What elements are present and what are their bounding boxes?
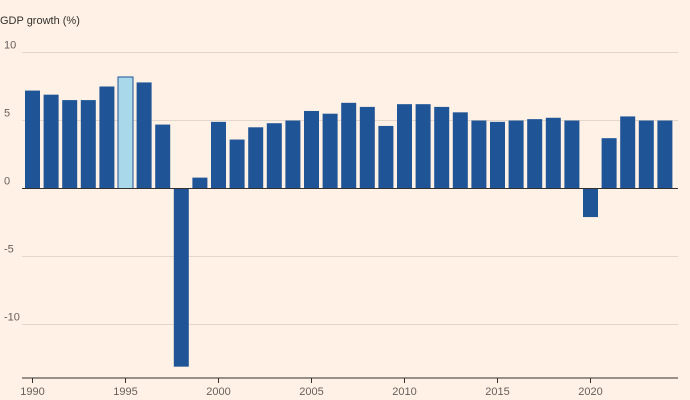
x-axis: 1990 1995 2000 2005 2010 2015 2020: [20, 377, 678, 398]
y-tick-label-5: 5: [4, 108, 10, 120]
y-tick-label--10: -10: [4, 312, 20, 324]
bar-1997: [155, 124, 171, 189]
bar-2007: [341, 102, 357, 189]
y-axis-title: GDP growth (%): [0, 15, 80, 27]
x-tick-label-2020: 2020: [578, 386, 602, 398]
bar-2002: [248, 127, 264, 189]
bar-2009: [378, 125, 394, 189]
bar-2023: [638, 120, 654, 189]
bar-1991: [43, 94, 59, 189]
bar-1996: [136, 82, 152, 189]
bar-2008: [359, 106, 375, 189]
bar-1999: [192, 177, 208, 189]
bar-1992: [62, 100, 78, 189]
bar-2021: [601, 138, 617, 189]
bar-2006: [322, 113, 338, 189]
x-tick-label-1995: 1995: [113, 386, 137, 398]
bar-1998: [173, 188, 189, 367]
bar-2001: [229, 139, 245, 189]
bar-2013: [452, 112, 468, 189]
bar-2005: [304, 110, 319, 189]
y-tick-label-0: 0: [4, 176, 10, 188]
x-tick-label-2015: 2015: [485, 386, 509, 398]
x-tick-label-2000: 2000: [206, 386, 230, 398]
bar-1995: [117, 76, 134, 189]
bar-2016: [508, 120, 524, 189]
bar-2019: [564, 120, 580, 189]
bar-2024: [657, 120, 673, 189]
bar-2014: [471, 120, 487, 189]
bar-2011: [415, 104, 431, 189]
bars: [25, 76, 673, 367]
bar-2010: [397, 104, 412, 189]
bar-2022: [620, 116, 636, 189]
x-tick-label-1990: 1990: [20, 386, 44, 398]
y-tick-label--5: -5: [4, 244, 14, 256]
x-tick-label-2005: 2005: [299, 386, 323, 398]
bar-1994: [99, 86, 115, 189]
bar-1990: [25, 90, 40, 189]
bar-2015: [490, 121, 505, 189]
x-tick-label-2010: 2010: [392, 386, 416, 398]
bar-2012: [434, 106, 450, 189]
bar-1993: [80, 100, 96, 189]
y-tick-label-10: 10: [4, 40, 16, 52]
y-axis-tick-labels: 10 5 0 -5 -10: [4, 40, 20, 324]
bar-2003: [266, 123, 282, 189]
bar-2018: [545, 117, 561, 189]
bar-2017: [527, 119, 543, 189]
bar-2020: [583, 188, 598, 218]
bar-2004: [285, 120, 301, 189]
bar-2000: [211, 121, 226, 189]
